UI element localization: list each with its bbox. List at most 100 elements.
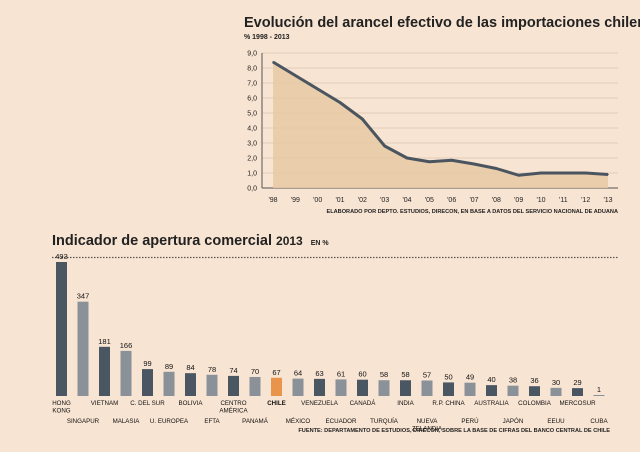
- tariff-point: [473, 163, 475, 165]
- category-label: EEUU: [547, 418, 564, 425]
- tariff-point: [517, 174, 520, 177]
- category-label-line: HONG: [52, 400, 71, 407]
- category-label: R.P. CHINA: [432, 400, 465, 407]
- x-tick-label: '02: [358, 197, 367, 204]
- category-label: VENEZUELA: [301, 400, 339, 407]
- bar: [335, 379, 347, 396]
- tariff-point: [584, 172, 587, 174]
- bar-value-label: 38: [509, 376, 517, 385]
- x-tick-label: '98: [268, 197, 277, 204]
- y-tick-label: 5,0: [247, 111, 257, 118]
- bar-value-label: 61: [337, 369, 345, 378]
- category-label: JAPÓN: [503, 418, 524, 425]
- tariff-point: [607, 173, 609, 176]
- bar-value-label: 29: [573, 378, 581, 387]
- bar: [572, 388, 583, 396]
- x-tick-label: '11: [559, 197, 568, 204]
- category-label: INDIA: [397, 400, 414, 407]
- chart1-subtitle: % 1998 - 2013: [244, 34, 290, 41]
- y-tick-label: 7,0: [247, 81, 257, 88]
- category-label: C. DEL SUR: [130, 400, 165, 407]
- bar-value-label: 70: [251, 367, 259, 376]
- x-tick-label: '10: [536, 197, 545, 204]
- tariff-point: [383, 145, 386, 147]
- chart2-unit: EN %: [310, 240, 329, 247]
- category-label: HONG KONG: [52, 400, 71, 415]
- chart2-year: 2013: [276, 234, 303, 248]
- tariff-point: [361, 118, 364, 120]
- bar: [443, 382, 454, 396]
- bar-value-label: 30: [552, 378, 560, 387]
- tariff-point: [540, 172, 542, 174]
- bar: [206, 374, 218, 396]
- tariff-point: [428, 160, 431, 163]
- category-label: SINGAPUR: [67, 418, 100, 425]
- bar-value-label: 78: [208, 365, 216, 374]
- bar: [228, 375, 239, 396]
- y-tick-label: 2,0: [247, 156, 257, 163]
- y-tick-label: 4,0: [247, 126, 257, 133]
- bar: [292, 378, 304, 396]
- category-label: TURQUÍA: [370, 418, 399, 425]
- tariff-point: [450, 159, 453, 162]
- category-label: CHILE: [267, 400, 286, 407]
- category-label: ECUADOR: [326, 418, 357, 425]
- category-label: CENTRO AMÉRICA: [219, 400, 248, 415]
- bar: [421, 380, 433, 396]
- bar: [142, 369, 153, 396]
- bar-value-label: 58: [401, 370, 409, 379]
- category-label: MÉXICO: [286, 418, 311, 425]
- bar: [464, 382, 476, 396]
- category-label: MERCOSUR: [559, 400, 596, 407]
- category-label-line: AMÉRICA: [219, 408, 248, 415]
- tariff-point: [339, 101, 341, 104]
- y-tick-label: 8,0: [247, 66, 257, 73]
- category-label: U. EUROPEA: [150, 418, 189, 425]
- bar-value-label: 84: [186, 363, 194, 372]
- y-tick-label: 3,0: [247, 141, 257, 148]
- category-label: CUBA: [590, 418, 608, 425]
- bar: [550, 387, 562, 396]
- x-tick-label: '13: [603, 197, 612, 204]
- tariff-point: [562, 172, 565, 174]
- bar: [163, 371, 175, 396]
- bar: [507, 385, 519, 396]
- x-tick-label: '05: [425, 197, 434, 204]
- tariff-point: [316, 88, 319, 90]
- category-label: NUEVA ZELANDIA: [412, 418, 443, 433]
- y-tick-label: 6,0: [247, 96, 257, 103]
- x-tick-label: '07: [469, 197, 478, 204]
- bar-value-label: 166: [120, 341, 133, 350]
- x-tick-label: '04: [402, 197, 411, 204]
- tariff-area: [273, 62, 608, 188]
- category-label-line: ZELANDIA: [412, 426, 443, 433]
- category-label-line: CENTRO: [220, 400, 246, 407]
- category-label: PERÚ: [461, 418, 478, 425]
- y-tick-label: 1,0: [247, 171, 257, 178]
- bar-value-label: 64: [294, 369, 302, 378]
- bar-value-label: 181: [98, 337, 111, 346]
- tariff-point: [272, 61, 274, 63]
- chart2-source: FUENTE: DEPARTAMENTO DE ESTUDIOS, DIRECO…: [298, 428, 610, 434]
- bar: [593, 395, 605, 396]
- bar-value-label: 49: [466, 373, 474, 382]
- bar-value-label: 1: [597, 385, 601, 394]
- x-tick-label: '00: [313, 197, 322, 204]
- bar: [56, 262, 67, 396]
- bar: [271, 377, 282, 396]
- category-label: AUSTRALIA: [474, 400, 509, 407]
- bar-value-label: 58: [380, 370, 388, 379]
- bar: [378, 380, 390, 396]
- category-label: COLOMBIA: [518, 400, 552, 407]
- tariff-line: [272, 60, 609, 177]
- category-label: PANAMÁ: [242, 418, 269, 425]
- y-tick-label: 0,0: [247, 186, 257, 193]
- bar: [185, 373, 196, 396]
- category-label: BOLIVIA: [178, 400, 203, 407]
- category-label: EFTA: [204, 418, 220, 425]
- y-tick-label: 9,0: [247, 51, 257, 58]
- bar-value-label: 493: [55, 252, 68, 261]
- bar-value-label: 40: [487, 375, 495, 384]
